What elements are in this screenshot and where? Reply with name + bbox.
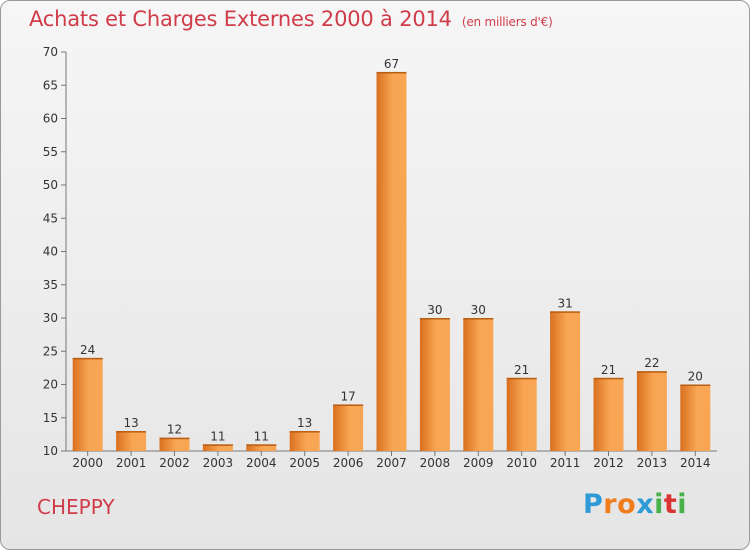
bar (202, 444, 233, 451)
bar-value-label: 17 (340, 389, 355, 403)
y-tick-label: 15 (43, 411, 58, 425)
bar (506, 377, 537, 451)
bar-top-edge (333, 404, 364, 406)
bar (72, 357, 103, 451)
logo-letter: i (654, 489, 664, 520)
bar-value-label: 30 (427, 303, 442, 317)
x-tick-label: 2014 (680, 456, 711, 470)
bar (333, 404, 364, 451)
bar-value-label: 24 (80, 343, 95, 357)
y-tick-label: 70 (43, 45, 58, 59)
bar-top-edge (419, 318, 450, 320)
bar-value-label: 31 (557, 296, 572, 310)
x-tick-label: 2007 (376, 456, 407, 470)
bar-top-edge (550, 311, 581, 313)
bar-top-edge (289, 431, 320, 433)
bar-value-label: 12 (167, 423, 182, 437)
x-tick-label: 2013 (637, 456, 668, 470)
y-tick-label: 55 (43, 145, 58, 159)
bar (376, 71, 407, 451)
bar (593, 377, 624, 451)
bar-top-edge (246, 444, 277, 446)
bar-value-label: 21 (514, 363, 529, 377)
x-tick-label: 2006 (333, 456, 364, 470)
bar-value-label: 11 (254, 429, 269, 443)
chart-title: Achats et Charges Externes 2000 à 2014 (29, 7, 452, 31)
chart-title-block: Achats et Charges Externes 2000 à 2014 (e… (29, 7, 553, 31)
bar (419, 318, 450, 451)
bar-value-label: 13 (297, 416, 312, 430)
x-tick-label: 2010 (506, 456, 537, 470)
bar (246, 444, 277, 451)
chart-subtitle: (en milliers d'€) (461, 15, 553, 29)
y-tick-label: 20 (43, 378, 58, 392)
logo-letter: x (636, 489, 655, 520)
bar-value-label: 11 (210, 429, 225, 443)
bar-top-edge (593, 377, 624, 380)
x-tick-label: 2003 (203, 456, 234, 470)
bar-top-edge (202, 444, 233, 446)
bar (636, 371, 667, 451)
bar-value-label: 30 (471, 303, 486, 317)
x-tick-label: 2005 (289, 456, 320, 470)
bar (116, 431, 147, 451)
bar-value-label: 22 (644, 356, 659, 370)
y-tick-label: 10 (43, 444, 58, 458)
x-tick-label: 2011 (550, 456, 581, 470)
logo-letter: P (583, 489, 604, 520)
bar (463, 318, 494, 451)
bar-value-label: 20 (688, 370, 703, 384)
bar (289, 431, 320, 451)
x-tick-label: 2012 (593, 456, 624, 470)
data-labels: 24 13 12 11 11 13 17 67 30 30 21 31 21 22 20 (80, 57, 703, 443)
bar (550, 311, 581, 451)
y-tick-label: 30 (43, 311, 58, 325)
bar (159, 437, 190, 451)
y-tick-label: 45 (43, 211, 58, 225)
logo-letter: o (617, 489, 637, 520)
y-tick-label: 50 (43, 178, 58, 192)
bar-top-edge (376, 71, 407, 74)
bar-top-edge (463, 318, 494, 320)
bar-value-label: 67 (384, 57, 399, 71)
logo-letter: i (677, 489, 688, 520)
y-tick-label: 60 (43, 112, 58, 126)
y-tick-label: 25 (43, 344, 58, 358)
bar-top-edge (636, 371, 667, 373)
logo-letter: r (603, 489, 618, 520)
x-tick-label: 2002 (159, 456, 190, 470)
bar-top-edge (506, 377, 537, 380)
commune-name: CHEPPY (37, 495, 115, 519)
bar-top-edge (72, 357, 103, 360)
x-tick-label: 2001 (116, 456, 147, 470)
bar (680, 384, 711, 451)
x-tick-label: 2009 (463, 456, 494, 470)
bar-top-edge (159, 437, 190, 440)
y-tick-label: 35 (43, 278, 58, 292)
proxiti-logo: Proxiti (583, 489, 687, 520)
x-tick-label: 2008 (420, 456, 451, 470)
bar-value-label: 13 (123, 416, 138, 430)
x-tick-label: 2004 (246, 456, 277, 470)
bar-value-label: 21 (601, 363, 616, 377)
bars (72, 71, 711, 451)
y-tick-label: 40 (43, 245, 58, 259)
y-tick-label: 65 (43, 78, 58, 92)
logo-letter: t (663, 489, 678, 520)
x-tick-label: 2000 (72, 456, 103, 470)
axes: 10 15 20 25 30 35 40 45 50 55 60 65 70 2000 2001 2002 20… (43, 45, 717, 470)
bar-top-edge (680, 384, 711, 386)
bar-top-edge (116, 431, 147, 433)
